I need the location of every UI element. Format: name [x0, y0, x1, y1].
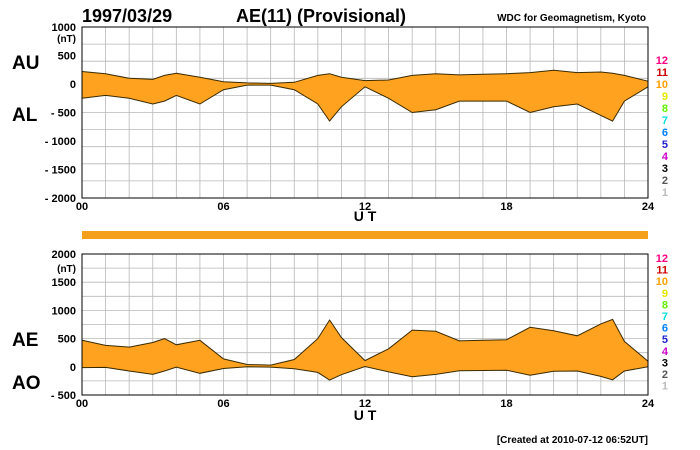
station-number: 3: [662, 163, 668, 175]
station-number: 10: [656, 276, 668, 288]
created-timestamp: [Created at 2010-07-12 06:52UT]: [497, 435, 648, 446]
y-tick-label: 1000: [52, 305, 76, 317]
x-axis-label: U T: [354, 208, 377, 224]
station-number: 4: [662, 346, 669, 358]
x-tick-label: 18: [500, 398, 512, 410]
series-marks: [81, 69, 649, 122]
y-tick-label: 500: [58, 334, 76, 346]
station-number: 12: [656, 253, 668, 265]
station-number: 12: [656, 55, 668, 67]
station-number: 1: [662, 381, 668, 393]
data-coverage-bar: [82, 231, 648, 239]
filled-area: [82, 319, 648, 381]
x-tick-labels: 00 06 12 18 24: [76, 201, 655, 213]
series-label-al: AL: [12, 105, 38, 126]
unit-label: (nT): [57, 264, 76, 275]
station-number: 10: [656, 79, 668, 91]
plot-frame: [81, 253, 649, 396]
series-marks: [81, 318, 649, 381]
x-tick-labels: 00 06 12 18 24: [76, 398, 655, 410]
series-line-ao: [81, 365, 649, 381]
station-number: 8: [662, 103, 668, 115]
station-number: 6: [662, 127, 668, 139]
station-number: 6: [662, 323, 668, 335]
station-number: 11: [656, 67, 668, 79]
x-tick-label: 00: [76, 201, 88, 213]
station-number: 9: [662, 91, 668, 103]
y-tick-label: 1500: [52, 277, 76, 289]
x-tick-label: 18: [500, 201, 512, 213]
series-line-au: [81, 69, 649, 84]
unit-label: (nT): [57, 34, 76, 45]
x-axis-label: U T: [354, 407, 377, 423]
plot-title: AE(11) (Provisional): [236, 6, 406, 26]
grid: [82, 27, 648, 198]
plot-frame: [81, 26, 649, 199]
y-tick-label: 0: [70, 79, 76, 91]
series-label-au: AU: [12, 53, 39, 74]
station-number: 2: [662, 175, 668, 187]
station-number: 8: [662, 299, 668, 311]
y-tick-label: - 1500: [45, 165, 76, 177]
series-line-al: [81, 84, 649, 122]
station-number: 11: [656, 265, 668, 277]
y-tick-label: - 500: [51, 108, 76, 120]
station-number: 3: [662, 357, 668, 369]
series-label-ao: AO: [12, 373, 41, 394]
series-line-ae: [81, 318, 649, 366]
y-tick-label: 2000: [52, 249, 76, 261]
y-tick-labels: 1000 500 0 - 500 - 1000 - 1500 - 2000: [45, 22, 76, 205]
station-number: 1: [662, 187, 668, 199]
y-tick-labels: 2000 1500 1000 500 0 - 500: [51, 249, 76, 402]
y-tick-label: - 1000: [45, 136, 76, 148]
station-number: 2: [662, 369, 668, 381]
station-number: 5: [662, 139, 668, 151]
station-number: 7: [662, 311, 668, 323]
plot-date: 1997/03/29: [82, 6, 172, 26]
y-tick-label: 500: [58, 51, 76, 63]
station-number: 9: [662, 288, 668, 300]
station-number: 5: [662, 334, 668, 346]
data-source: WDC for Geomagnetism, Kyoto: [497, 13, 646, 24]
series-label-ae: AE: [12, 330, 38, 351]
x-tick-label: 06: [217, 201, 229, 213]
grid: [82, 254, 648, 395]
x-tick-label: 24: [642, 398, 655, 410]
y-tick-label: 1000: [52, 22, 76, 34]
x-tick-label: 12: [359, 398, 371, 410]
filled-area: [82, 70, 648, 122]
station-number: 7: [662, 115, 668, 127]
station-number: 4: [662, 151, 669, 163]
y-tick-label: 0: [70, 362, 76, 374]
x-tick-label: 12: [359, 201, 371, 213]
y-tick-label: - 500: [51, 390, 76, 402]
x-tick-label: 24: [642, 201, 655, 213]
y-tick-label: - 2000: [45, 193, 76, 205]
x-tick-label: 06: [217, 398, 229, 410]
x-tick-label: 00: [76, 398, 88, 410]
